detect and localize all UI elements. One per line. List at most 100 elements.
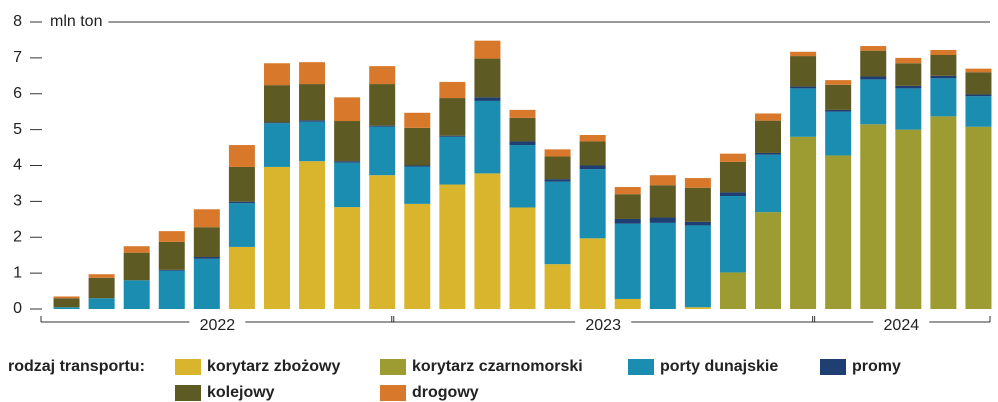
bar-segment xyxy=(790,86,817,89)
bar-segment xyxy=(334,161,361,163)
bar-segment xyxy=(123,252,150,281)
bar-segment xyxy=(684,225,711,308)
legend-title: rodzaj transportu: xyxy=(8,358,145,375)
legend-swatch xyxy=(628,359,654,375)
bar-segment xyxy=(895,63,922,86)
group-label: 2024 xyxy=(884,317,920,334)
bar-segment xyxy=(53,296,80,299)
y-tick-label: 4 xyxy=(13,157,22,174)
bar-segment xyxy=(474,100,501,174)
bar-segment xyxy=(299,84,326,121)
bar-segment xyxy=(895,129,922,309)
bar-segment xyxy=(334,207,361,309)
bar-segment xyxy=(860,76,887,80)
bar-segment xyxy=(755,154,782,213)
bar-segment xyxy=(53,307,80,309)
bar-segment xyxy=(334,162,361,208)
bar-segment xyxy=(825,155,852,309)
bar-segment xyxy=(263,166,290,309)
bar-segment xyxy=(930,49,957,56)
bar-segment xyxy=(684,178,711,188)
bar-segment xyxy=(965,96,992,127)
bar-segment xyxy=(684,187,711,222)
legend-label: korytarz zbożowy xyxy=(207,358,340,375)
bar-segment xyxy=(228,145,255,167)
bar-segment xyxy=(439,136,466,185)
bar-segment xyxy=(544,179,571,182)
bar-segment xyxy=(614,223,641,299)
bar-segment xyxy=(825,80,852,85)
bar-segment xyxy=(614,187,641,195)
bar-segment xyxy=(193,256,220,259)
bar-segment xyxy=(649,175,676,186)
bar-segment xyxy=(263,63,290,86)
bar-segment xyxy=(369,125,396,127)
bar-segment xyxy=(649,217,676,223)
bar-segment xyxy=(228,166,255,202)
bar-segment xyxy=(404,127,431,166)
bar-segment xyxy=(544,149,571,157)
bar-segment xyxy=(474,97,501,101)
bar-segment xyxy=(369,126,396,176)
legend-swatch xyxy=(380,359,406,375)
bar-segment xyxy=(123,246,150,253)
bar-segment xyxy=(579,238,606,309)
bar-segment xyxy=(930,55,957,76)
bar-segment xyxy=(439,81,466,99)
bar-segment xyxy=(509,141,536,146)
bar-segment xyxy=(755,113,782,121)
bar-segment xyxy=(158,241,185,270)
bar-segment xyxy=(719,192,746,196)
bar-segment xyxy=(614,194,641,219)
bar-segment xyxy=(719,272,746,309)
bar-segment xyxy=(53,298,80,308)
bar-segment xyxy=(755,212,782,309)
bar-segment xyxy=(299,161,326,309)
bar-segment xyxy=(509,109,536,118)
bar-segment xyxy=(895,57,922,64)
bar-segment xyxy=(369,175,396,309)
bar-segment xyxy=(860,46,887,51)
bar-segment xyxy=(614,298,641,309)
bar-segment xyxy=(123,280,150,309)
bar-segment xyxy=(88,298,115,309)
bar-segment xyxy=(825,84,852,110)
bar-segment xyxy=(790,88,817,137)
bar-segment xyxy=(649,185,676,218)
bar-segment xyxy=(755,152,782,155)
y-tick-label: 6 xyxy=(13,85,22,102)
bar-segment xyxy=(895,85,922,89)
bar-segment xyxy=(965,68,992,73)
bar-segment xyxy=(334,97,361,122)
group-label-bg xyxy=(189,313,246,331)
bar-segment xyxy=(404,112,431,128)
bar-segment xyxy=(158,270,185,309)
bar-segment xyxy=(509,117,536,142)
bar-segment xyxy=(158,269,185,271)
bar-segment xyxy=(474,58,501,98)
bar-segment xyxy=(193,227,220,257)
bar-segment xyxy=(684,221,711,226)
bar-segment xyxy=(579,169,606,239)
bar-segment xyxy=(649,222,676,309)
bar-segment xyxy=(263,123,290,167)
bar-segment xyxy=(860,50,887,77)
bar-segment xyxy=(930,78,957,117)
bar-segment xyxy=(474,40,501,59)
bar-segment xyxy=(579,165,606,170)
bar-segment xyxy=(509,145,536,208)
bar-segment xyxy=(404,203,431,309)
bar-segment xyxy=(930,116,957,309)
bar-segment xyxy=(509,207,536,309)
legend-swatch xyxy=(175,359,201,375)
bar-segment xyxy=(334,121,361,162)
bar-segment xyxy=(965,72,992,95)
group-label-bg xyxy=(575,313,632,331)
bar-segment xyxy=(88,274,115,278)
bar-segment xyxy=(474,173,501,309)
bar-segment xyxy=(299,62,326,85)
y-tick-label: 5 xyxy=(13,121,22,138)
legend-label: korytarz czarnomorski xyxy=(412,358,583,375)
group-label-bg xyxy=(873,313,930,331)
bar-segment xyxy=(719,195,746,273)
